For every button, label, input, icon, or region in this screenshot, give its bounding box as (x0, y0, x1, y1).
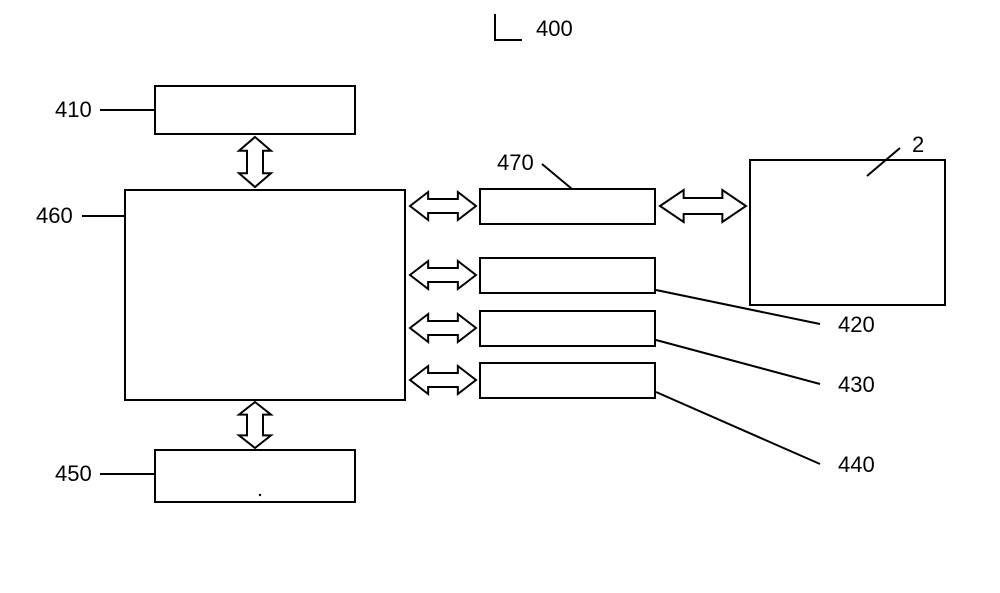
label-470: 470 (497, 150, 534, 175)
arrow-410-460 (239, 137, 271, 187)
box-460 (125, 190, 405, 400)
label-2-leader (867, 148, 900, 176)
arrow-460-440 (410, 366, 476, 394)
box-470 (480, 189, 655, 224)
label-410: 410 (55, 97, 92, 122)
box-450 (155, 450, 355, 502)
arrow-460-450 (239, 402, 271, 448)
box-410 (155, 86, 355, 134)
artifact-dot (259, 494, 261, 496)
label-430-leader (656, 340, 820, 384)
label-470-leader (542, 164, 572, 189)
label-420: 420 (838, 312, 875, 337)
label-460: 460 (36, 203, 73, 228)
label-430: 430 (838, 372, 875, 397)
box-440 (480, 363, 655, 398)
label-440-leader (656, 392, 820, 464)
box-430 (480, 311, 655, 346)
box-420 (480, 258, 655, 293)
arrow-460-470 (410, 192, 476, 220)
label-420-leader (656, 290, 820, 324)
arrow-460-430 (410, 314, 476, 342)
box-2 (750, 160, 945, 305)
label-440: 440 (838, 452, 875, 477)
leader-400 (495, 14, 522, 40)
arrow-470-2 (660, 190, 746, 222)
label-2: 2 (912, 132, 924, 157)
block-diagram: 400 410 460 450 470 2 420 430 440 (0, 0, 1000, 593)
label-450: 450 (55, 461, 92, 486)
arrow-460-420 (410, 261, 476, 289)
label-400: 400 (536, 16, 573, 41)
